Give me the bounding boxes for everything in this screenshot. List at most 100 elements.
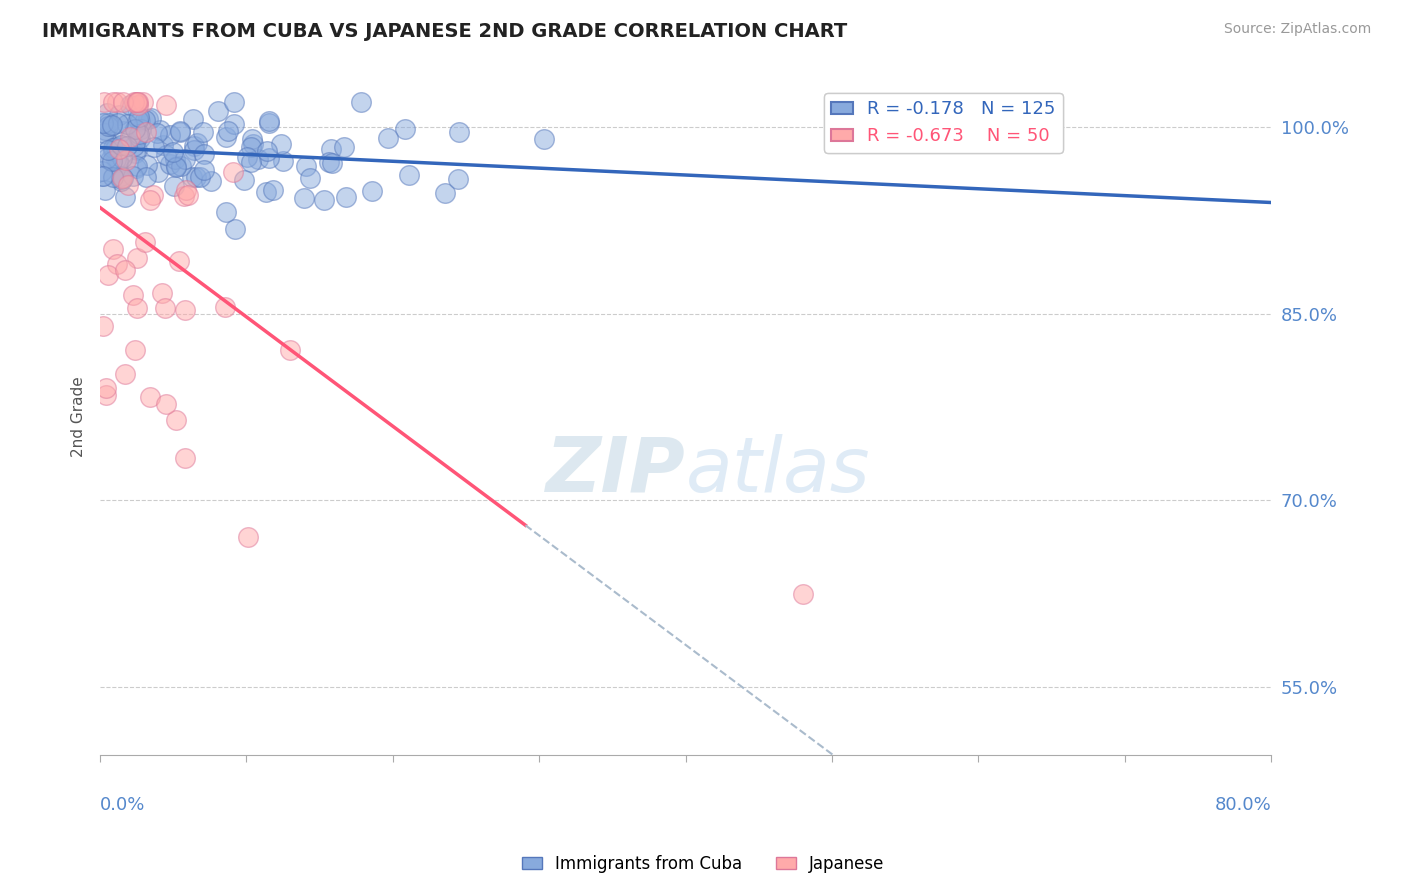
Point — [135, 158, 157, 172]
Point — [224, 95, 246, 110]
Point — [153, 301, 176, 315]
Point — [321, 156, 343, 170]
Point — [90, 164, 112, 178]
Point — [259, 115, 281, 129]
Point — [101, 118, 124, 132]
Point — [299, 171, 322, 186]
Point — [162, 145, 184, 160]
Point — [398, 168, 420, 182]
Point — [115, 139, 138, 153]
Point — [129, 122, 152, 136]
Point — [169, 124, 191, 138]
Point — [155, 148, 177, 162]
Point — [118, 129, 141, 144]
Point — [134, 113, 156, 128]
Point — [111, 124, 134, 138]
Point — [127, 95, 149, 110]
Point — [150, 285, 173, 300]
Point — [233, 173, 256, 187]
Point — [111, 170, 134, 185]
Point — [235, 150, 257, 164]
Point — [124, 343, 146, 358]
Point — [107, 153, 129, 167]
Point — [214, 301, 236, 315]
Text: ZIP: ZIP — [546, 434, 686, 508]
Point — [101, 170, 124, 185]
Point — [186, 136, 208, 150]
Point — [159, 128, 181, 142]
Point — [93, 127, 115, 141]
Point — [122, 139, 145, 153]
Point — [127, 113, 149, 128]
Point — [111, 151, 134, 165]
Point — [139, 194, 162, 208]
Point — [246, 153, 269, 167]
Point — [262, 183, 284, 197]
Point — [191, 125, 214, 139]
Point — [101, 153, 124, 168]
Point — [278, 343, 301, 358]
Point — [132, 95, 155, 110]
Point — [96, 132, 118, 146]
Point — [114, 153, 136, 168]
Point — [318, 155, 340, 169]
Point — [200, 174, 222, 188]
Point — [221, 164, 243, 178]
Text: 80.0%: 80.0% — [1215, 796, 1271, 814]
Point — [125, 301, 148, 316]
Point — [865, 773, 887, 788]
Point — [170, 159, 193, 173]
Point — [240, 132, 263, 146]
Point — [125, 95, 148, 110]
Point — [96, 106, 118, 120]
Point — [142, 187, 165, 202]
Point — [135, 169, 157, 184]
Point — [91, 116, 114, 130]
Point — [256, 145, 278, 159]
Point — [184, 170, 207, 185]
Point — [93, 95, 115, 110]
Point — [335, 190, 357, 204]
Point — [124, 122, 146, 136]
Point — [115, 117, 138, 131]
Point — [217, 124, 239, 138]
Text: atlas: atlas — [686, 434, 870, 508]
Point — [114, 190, 136, 204]
Point — [257, 114, 280, 128]
Point — [242, 136, 264, 151]
Point — [110, 171, 132, 186]
Point — [118, 98, 141, 112]
Point — [120, 131, 142, 145]
Point — [165, 160, 187, 174]
Point — [188, 169, 211, 184]
Point — [155, 397, 177, 411]
Point — [112, 95, 135, 110]
Point — [103, 242, 125, 256]
Point — [215, 205, 238, 219]
Point — [146, 164, 169, 178]
Text: 0.0%: 0.0% — [100, 796, 145, 814]
Point — [148, 123, 170, 137]
Point — [108, 107, 131, 121]
Point — [349, 780, 371, 794]
Point — [128, 110, 150, 124]
Point — [114, 367, 136, 381]
Point — [159, 157, 181, 171]
Point — [91, 319, 114, 334]
Point — [96, 388, 118, 402]
Point — [240, 140, 263, 154]
Point — [101, 95, 124, 110]
Point — [165, 152, 187, 166]
Point — [224, 222, 246, 236]
Point — [449, 125, 471, 139]
Point — [169, 125, 191, 139]
Point — [350, 95, 373, 110]
Point — [394, 122, 416, 136]
Point — [110, 169, 132, 183]
Point — [177, 188, 200, 202]
Point — [129, 113, 152, 128]
Point — [110, 138, 132, 153]
Point — [128, 127, 150, 141]
Point — [94, 123, 117, 137]
Point — [271, 153, 294, 168]
